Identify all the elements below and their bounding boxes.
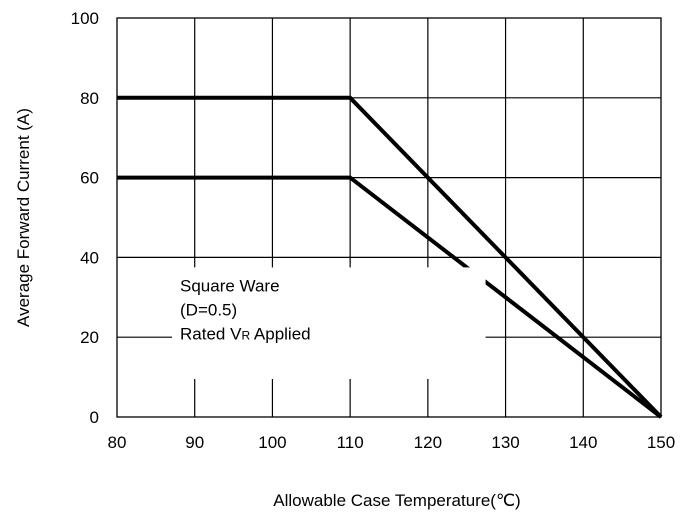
x-tick-label: 110 bbox=[337, 433, 364, 452]
y-tick-label: 40 bbox=[80, 248, 99, 267]
y-tick-labels: 0 20 40 60 80 100 bbox=[71, 9, 99, 427]
y-tick-label: 60 bbox=[80, 169, 99, 188]
y-tick-label: 0 bbox=[90, 408, 99, 427]
x-tick-label: 120 bbox=[414, 433, 442, 452]
x-tick-label: 140 bbox=[569, 433, 597, 452]
y-tick-label: 100 bbox=[71, 9, 99, 28]
annotation-rated-subscript: R bbox=[241, 328, 250, 342]
x-tick-label: 100 bbox=[258, 433, 286, 452]
x-tick-label: 90 bbox=[185, 433, 204, 452]
x-tick-label: 130 bbox=[491, 433, 519, 452]
x-tick-labels: 80 90 100 110 120 130 140 150 bbox=[108, 433, 676, 452]
x-tick-label: 80 bbox=[108, 433, 127, 452]
annotation-rated-suffix: Applied bbox=[250, 324, 311, 343]
series-line-1 bbox=[117, 95, 663, 419]
y-tick-label: 80 bbox=[80, 89, 99, 108]
x-axis-label: Allowable Case Temperature(℃) bbox=[273, 491, 520, 510]
series-group bbox=[117, 95, 663, 419]
y-axis-label: Average Forward Current (A) bbox=[14, 108, 33, 327]
annotation-line-2: (D=0.5) bbox=[180, 300, 237, 319]
y-tick-label: 20 bbox=[80, 328, 99, 347]
plot-frame bbox=[116, 17, 662, 418]
series-line-2 bbox=[117, 175, 663, 419]
annotation-line-3: Rated VR Applied bbox=[180, 324, 311, 343]
annotation-background bbox=[172, 267, 486, 379]
annotation-rated-prefix: Rated V bbox=[180, 324, 242, 343]
x-tick-label: 150 bbox=[647, 433, 675, 452]
annotation-line-1: Square Ware bbox=[180, 276, 280, 295]
